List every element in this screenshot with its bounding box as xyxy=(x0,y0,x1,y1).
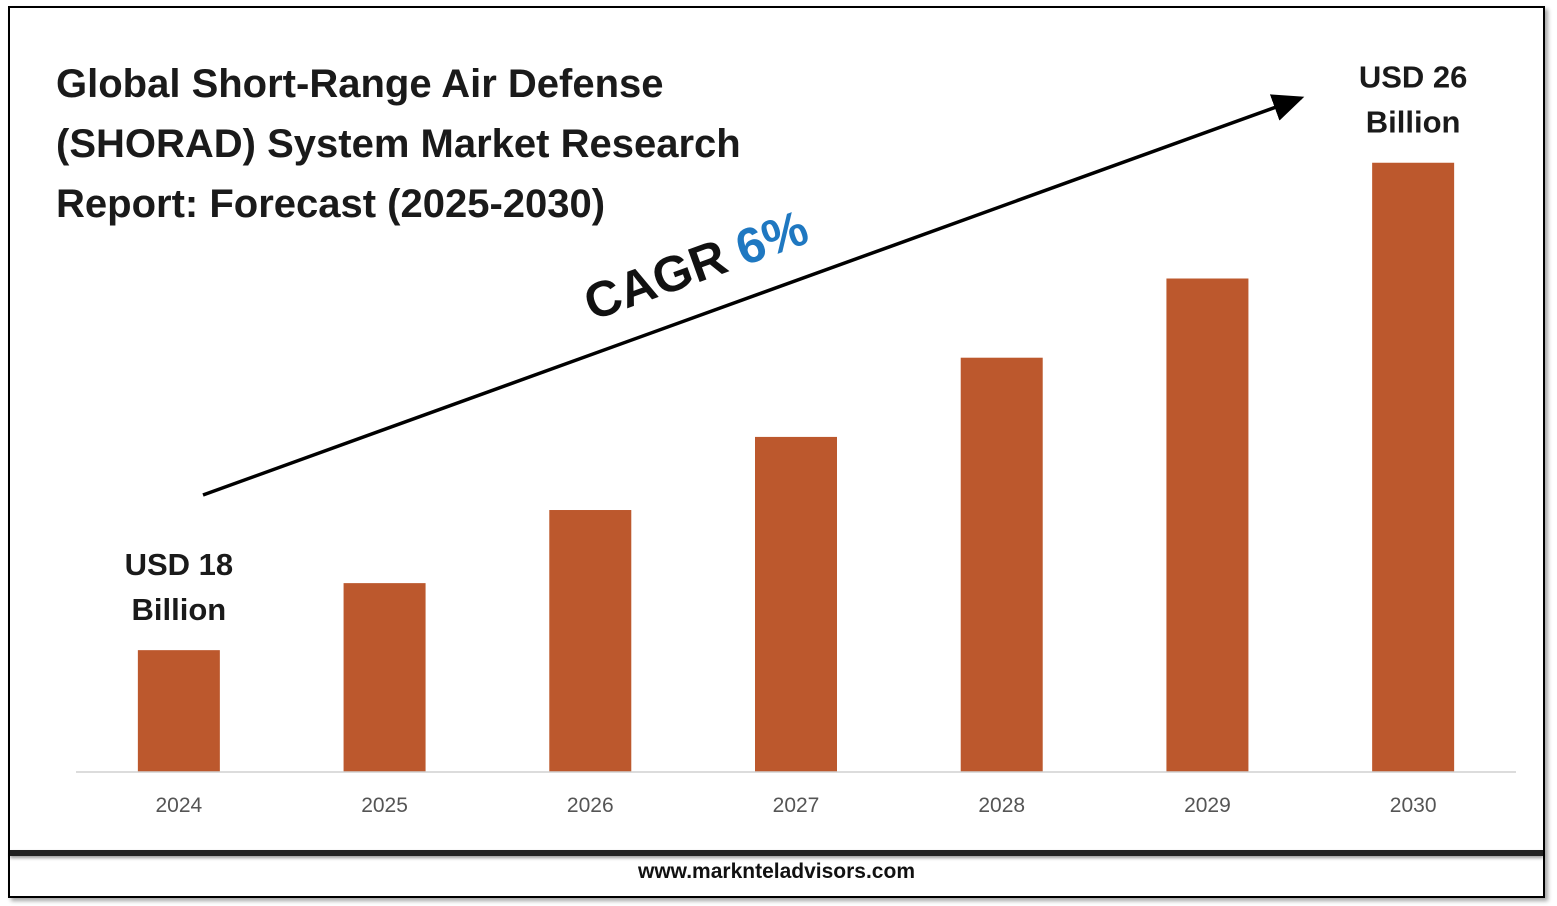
x-tick-label: 2030 xyxy=(1390,794,1437,817)
bar-2024 xyxy=(137,650,220,772)
footer-divider xyxy=(10,850,1543,856)
bar-2029 xyxy=(1166,278,1249,772)
cagr-label: CAGR 6% xyxy=(577,199,816,331)
x-tick-label: 2027 xyxy=(773,794,820,817)
x-tick-label: 2029 xyxy=(1184,794,1231,817)
x-tick-label: 2028 xyxy=(978,794,1025,817)
bar-2025 xyxy=(343,583,426,772)
value-label-2024: USD 18 Billion xyxy=(125,547,234,627)
footer-website: www.marknteladvisors.com xyxy=(638,860,915,883)
chart-title: Global Short-Range Air Defense (SHORAD) … xyxy=(56,62,741,226)
bar-2030 xyxy=(1372,162,1455,773)
bar-2027 xyxy=(755,436,837,772)
bar-chart: 2024 2025 2026 2027 2028 2029 2030 USD 18 Billi… xyxy=(76,60,1516,817)
value-label-line: Billion xyxy=(1366,105,1461,140)
cagr-prefix: CAGR xyxy=(577,229,734,332)
x-tick-label: 2025 xyxy=(361,794,408,817)
x-tick-labels: 2024 2025 2026 2027 2028 2029 2030 xyxy=(155,794,1436,817)
value-label-line: USD 18 xyxy=(125,547,234,582)
bar-2026 xyxy=(549,510,632,772)
bar-2028 xyxy=(960,357,1043,772)
bars-layer xyxy=(137,162,1455,773)
x-tick-label: 2026 xyxy=(567,794,614,817)
growth-trend-arrow xyxy=(202,94,1305,497)
value-label-line: USD 26 xyxy=(1359,60,1468,95)
value-label-line: Billion xyxy=(131,592,226,627)
x-tick-label: 2024 xyxy=(155,794,202,817)
chart-frame: Global Short-Range Air Defense (SHORAD) … xyxy=(8,6,1545,898)
value-annotations: USD 18 Billion USD 26 Billion xyxy=(125,60,1468,627)
cagr-value: 6% xyxy=(728,199,815,276)
value-label-2030: USD 26 Billion xyxy=(1359,60,1468,140)
